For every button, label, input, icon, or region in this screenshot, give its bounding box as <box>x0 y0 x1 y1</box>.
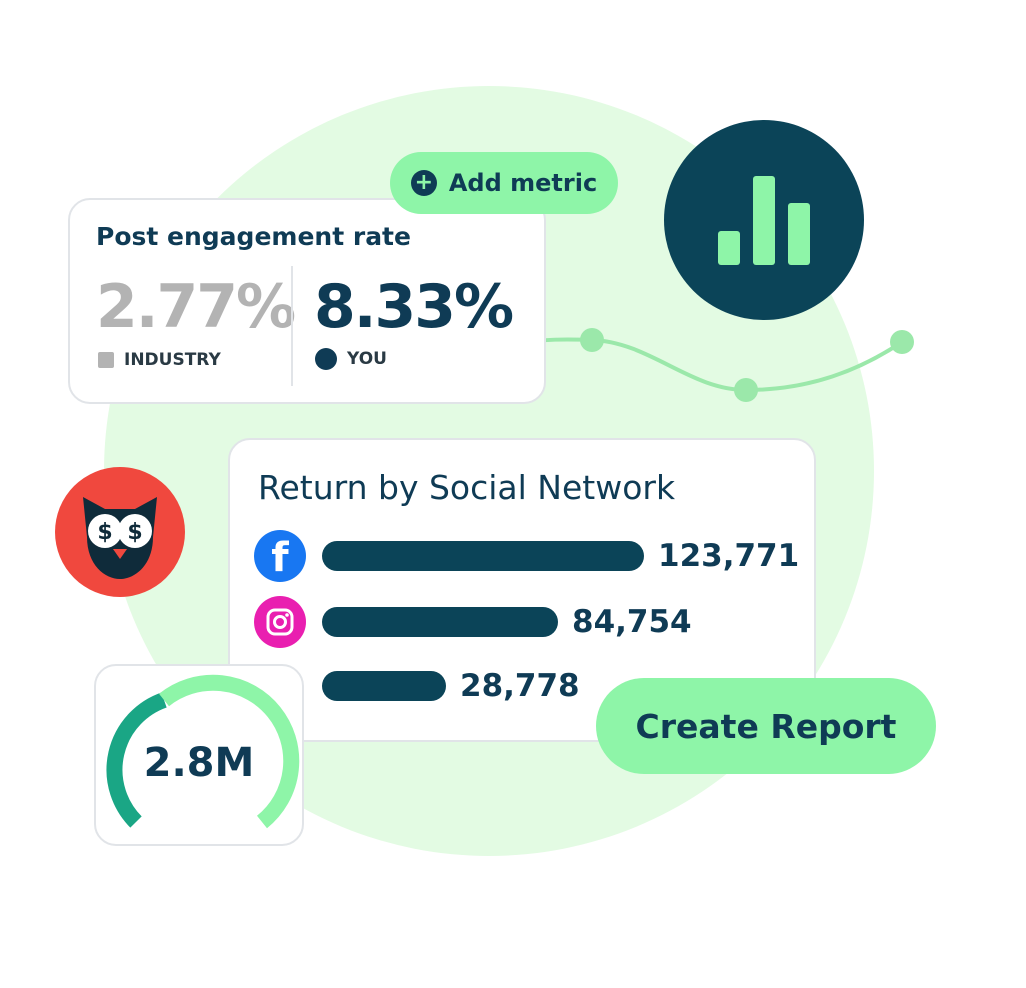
engagement-card: Post engagement rate 2.77% 8.33% INDUSTR… <box>68 198 546 404</box>
engagement-divider <box>291 266 293 386</box>
network-row-instagram: 84,754 <box>254 596 692 648</box>
you-dot-icon <box>315 348 337 370</box>
facebook-bar <box>322 541 644 571</box>
instagram-icon <box>254 596 306 648</box>
instagram-value: 84,754 <box>572 604 692 640</box>
instagram-bar <box>322 607 558 637</box>
other-bar <box>322 671 446 701</box>
add-metric-label: Add metric <box>448 169 598 197</box>
you-value: 8.33% <box>314 272 514 342</box>
add-metric-button[interactable]: + Add metric <box>390 152 618 214</box>
return-title: Return by Social Network <box>258 468 676 507</box>
you-label: YOU <box>347 349 387 369</box>
bar-chart-icon <box>664 120 864 320</box>
bar-chart-icon-bar-mid <box>788 203 810 265</box>
svg-text:$: $ <box>127 520 142 545</box>
gauge-card: 2.8M <box>94 664 304 846</box>
other-value: 28,778 <box>460 668 580 704</box>
create-report-button[interactable]: Create Report <box>596 678 936 774</box>
you-legend: YOU <box>315 348 387 370</box>
industry-legend: INDUSTRY <box>98 350 221 370</box>
industry-value: 2.77% <box>96 272 296 342</box>
bar-chart-icon-bar-short <box>718 231 740 265</box>
network-row-facebook: f 123,771 <box>254 530 799 582</box>
svg-text:$: $ <box>97 520 112 545</box>
engagement-title: Post engagement rate <box>96 222 411 251</box>
bar-chart-icon-bar-tall <box>753 176 775 265</box>
gauge-value: 2.8M <box>143 740 255 786</box>
owl-logo-icon: $ $ <box>55 467 185 597</box>
plus-icon: + <box>410 170 437 196</box>
facebook-icon: f <box>254 530 306 582</box>
network-row-other: 28,778 <box>322 668 580 704</box>
facebook-value: 123,771 <box>658 538 800 574</box>
industry-square-icon <box>98 352 114 368</box>
gauge-arc <box>106 674 300 829</box>
industry-label: INDUSTRY <box>124 350 221 370</box>
